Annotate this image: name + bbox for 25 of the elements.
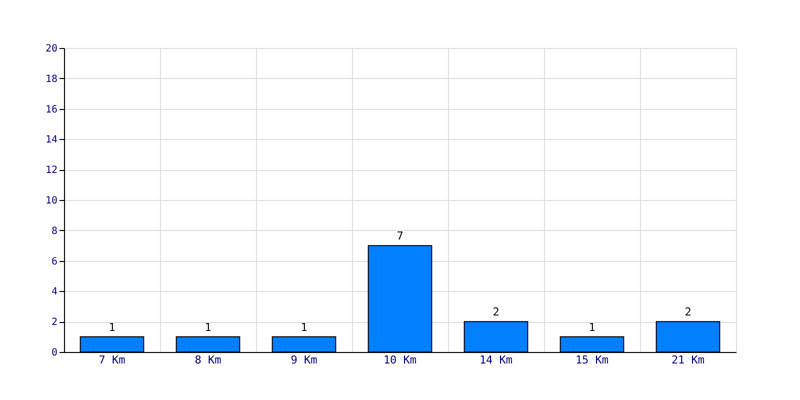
x-tick-label: 14 Km [479,354,513,366]
y-tick-label: 6 [51,256,58,268]
y-tick-label: 14 [45,134,58,146]
y-tick-label: 12 [45,165,58,176]
x-tick-label: 9 Km [290,354,318,366]
data-label: 1 [108,320,116,334]
data-label: 7 [396,230,404,243]
x-tick-label: 7 Km [98,354,126,366]
data-label: 1 [204,320,212,334]
y-tick-label: 4 [51,286,58,298]
y-tick-label: 18 [45,74,58,85]
y-tick-label: 2 [51,317,58,328]
x-tick-label: 15 Km [575,354,609,366]
y-tick-label: 10 [45,196,58,206]
data-label: 2 [684,306,692,319]
x-tick-label: 10 Km [383,354,417,366]
x-tick-label: 21 Km [671,354,705,366]
y-tick-label: 0 [51,348,58,358]
data-label: 2 [492,306,500,319]
y-tick-label: 16 [45,104,58,116]
y-tick-label: 20 [45,44,58,54]
data-label: 1 [300,320,308,334]
data-label: 1 [588,320,596,334]
y-tick-label: 8 [51,226,58,237]
x-tick-label: 8 Km [194,354,222,366]
